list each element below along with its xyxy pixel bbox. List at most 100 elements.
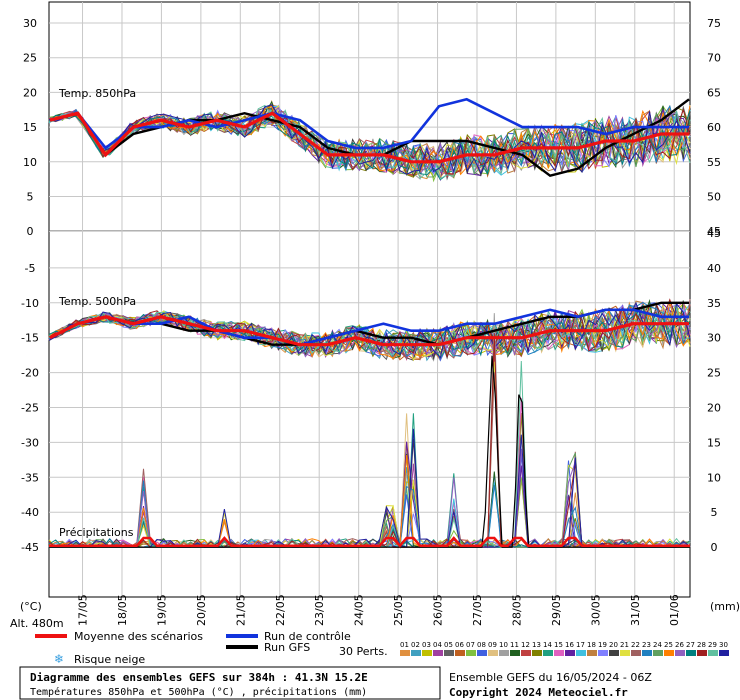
y-tick-left: -35 — [21, 471, 39, 484]
member-legend-label: 26 — [675, 641, 684, 649]
y-tick-right: 5 — [711, 506, 718, 519]
series-run-de-contrôle-850 — [49, 97, 689, 150]
title-line-2: Températures 850hPa et 500hPa (°C) , pré… — [30, 686, 367, 698]
mean-precip-line — [49, 536, 690, 548]
y-tick-left: 30 — [23, 17, 37, 30]
y-tick-right: 65 — [707, 86, 721, 99]
member-legend-label: 25 — [664, 641, 673, 649]
bottom-panel-frame — [48, 230, 691, 598]
member-line-500 — [48, 301, 691, 357]
member-legend-label: 02 — [411, 641, 420, 649]
member-legend-swatch — [510, 650, 520, 656]
member-legend-label: 16 — [565, 641, 574, 649]
member-line-500 — [48, 307, 691, 357]
y-tick-left: -10 — [21, 297, 39, 310]
date-tick-label: 22/05 — [274, 594, 287, 626]
y-tick-left: 10 — [23, 156, 37, 169]
y-tick-left: -5 — [25, 262, 36, 275]
date-tick-label: 18/05 — [116, 594, 129, 626]
member-legend-swatch — [477, 650, 487, 656]
y-tick-right: 55 — [707, 156, 721, 169]
member-legend-swatch — [444, 650, 454, 656]
member-legend-swatch — [576, 650, 586, 656]
member-legend-swatch — [631, 650, 641, 656]
member-legend-label: 04 — [433, 641, 442, 649]
member-legend-label: 23 — [642, 641, 651, 649]
member-legend-label: 03 — [422, 641, 431, 649]
member-legend-label: 27 — [686, 641, 695, 649]
member-legend-swatch — [642, 650, 652, 656]
y-tick-left: -20 — [21, 367, 39, 380]
copyright: Copyright 2024 Meteociel.fr — [449, 686, 628, 699]
y-tick-right: 40 — [707, 262, 721, 275]
y-tick-right: 70 — [707, 52, 721, 65]
date-tick-label: 19/05 — [155, 594, 168, 626]
member-legend-label: 18 — [587, 641, 596, 649]
member-legend-label: 06 — [455, 641, 464, 649]
y-tick-right: 25 — [707, 367, 721, 380]
member-color-legend: 01 02 03 04 05 06 07 08 09 10 11 12 13 14 15 16 17 18 19 20… — [400, 641, 729, 656]
title-box — [19, 666, 441, 700]
member-legend-label: 15 — [554, 641, 563, 649]
member-legend-label: 01 — [400, 641, 409, 649]
date-tick-label: 26/05 — [432, 594, 445, 626]
legend-gfs-label: Run GFS — [264, 641, 310, 654]
label-precipitation: Précipitations — [59, 526, 134, 539]
member-legend-label: 22 — [631, 641, 640, 649]
series-run-de-contrôle-500 — [49, 308, 689, 347]
member-legend-label: 14 — [543, 641, 552, 649]
member-legend-label: 17 — [576, 641, 585, 649]
member-legend-swatch — [422, 650, 432, 656]
y-tick-left: 25 — [23, 52, 37, 65]
member-legend-swatch — [499, 650, 509, 656]
gfs-precip-line — [49, 355, 690, 548]
member-legend-swatch — [466, 650, 476, 656]
member-legend-label: 24 — [653, 641, 662, 649]
member-legend-swatch — [675, 650, 685, 656]
date-tick-label: 30/05 — [589, 594, 602, 626]
member-legend-swatch — [543, 650, 553, 656]
precipitation-layer — [48, 313, 691, 549]
perts-label: 30 Perts. — [339, 645, 388, 658]
member-legend-swatch — [719, 650, 729, 656]
title-line-1: Diagramme des ensembles GEFS sur 384h : … — [30, 671, 368, 684]
y-tick-right: 20 — [707, 402, 721, 415]
legend-control-label: Run de contrôle — [264, 630, 351, 643]
member-legend-swatch — [697, 650, 707, 656]
main-series — [49, 97, 690, 347]
legend-snow-label: Risque neige — [74, 653, 145, 666]
y-tick-left: -45 — [21, 541, 39, 554]
member-legend-swatch — [411, 650, 421, 656]
member-legend-swatch — [708, 650, 718, 656]
member-legend-swatch — [532, 650, 542, 656]
y-tick-right: 60 — [707, 121, 721, 134]
date-tick-label: 20/05 — [195, 594, 208, 626]
member-legend-label: 19 — [598, 641, 607, 649]
member-legend-swatch — [598, 650, 608, 656]
y-tick-left: 20 — [23, 86, 37, 99]
unit-mm: (mm) — [710, 600, 740, 613]
y-tick-right: 30 — [707, 332, 721, 345]
member-legend-label: 07 — [466, 641, 475, 649]
member-legend-label: 20 — [609, 641, 618, 649]
y-tick-right: 15 — [707, 436, 721, 449]
label-temp-500: Temp. 500hPa — [58, 295, 136, 308]
member-legend-label: 29 — [708, 641, 717, 649]
y-tick-right: 50 — [707, 191, 721, 204]
member-legend-swatch — [455, 650, 465, 656]
run-info: Ensemble GEFS du 16/05/2024 - 06Z — [449, 671, 652, 684]
member-legend-label: 11 — [510, 641, 519, 649]
y-tick-left: 5 — [27, 191, 34, 204]
y-tick-left: 15 — [23, 121, 37, 134]
member-legend-swatch — [400, 650, 410, 656]
snowflake-icon: ❄ — [54, 652, 64, 666]
y-tick-left: -40 — [21, 506, 39, 519]
date-tick-label: 17/05 — [77, 594, 90, 626]
y-tick-left: -30 — [21, 436, 39, 449]
member-legend-label: 21 — [620, 641, 629, 649]
y-tick-right: 75 — [707, 17, 721, 30]
date-tick-label: 31/05 — [629, 594, 642, 626]
member-legend-swatch — [565, 650, 575, 656]
unit-celsius: (°C) — [20, 600, 42, 613]
